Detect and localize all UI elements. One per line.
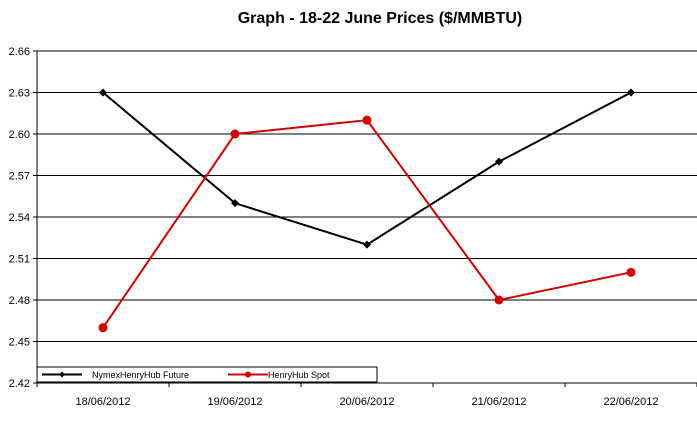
- series-1-line: [102, 91, 632, 246]
- series-1-point-1: [231, 199, 239, 208]
- xtick-label-20/06/2012: 20/06/2012: [339, 396, 394, 408]
- legend: NymexHenryHub Future HenryHub Spot: [36, 366, 378, 383]
- legend-swatch-marker-2: [245, 371, 251, 378]
- series-1-point-3: [495, 157, 503, 166]
- legend-swatch-marker-1: [59, 371, 65, 378]
- legend-item-1: NymexHenryHub Future: [42, 370, 189, 380]
- legend-box: [36, 366, 378, 383]
- chart-title: Graph - 18-22 June Prices ($/MMBTU): [238, 10, 523, 27]
- series-2-point-4: [626, 267, 636, 277]
- ytick-label-2.45: 2.45: [9, 337, 30, 349]
- ytick-label-2.42: 2.42: [9, 378, 30, 390]
- series-1: [99, 88, 635, 249]
- series-lines: [98, 88, 636, 333]
- series-2-point-2: [362, 115, 372, 125]
- series-2-line: [102, 119, 632, 329]
- xtick-label-21/06/2012: 21/06/2012: [471, 396, 526, 408]
- xtick-label-19/06/2012: 19/06/2012: [207, 396, 262, 408]
- series-2-point-3: [494, 295, 504, 305]
- series-2: [98, 115, 636, 333]
- ytick-label-2.57: 2.57: [9, 171, 30, 183]
- legend-label-2: HenryHub Spot: [268, 370, 330, 380]
- grid-lines: [37, 50, 697, 342]
- ytick-label-2.63: 2.63: [9, 88, 30, 100]
- series-1-point-4: [627, 88, 635, 97]
- series-1-point-2: [363, 240, 371, 249]
- x-axis-ticks: 18/06/2012 19/06/2012 20/06/2012 21/06/2012…: [36, 383, 697, 408]
- legend-item-2: HenryHub Spot: [228, 370, 330, 380]
- y-axis-ticks: 2.42 2.45 2.48 2.51 2.54 2.57 2.60 2.63 2.66: [9, 46, 37, 390]
- ytick-label-2.48: 2.48: [9, 295, 30, 307]
- xtick-label-18/06/2012: 18/06/2012: [75, 396, 130, 408]
- ytick-label-2.51: 2.51: [9, 254, 30, 266]
- ytick-label-2.60: 2.60: [9, 129, 30, 141]
- ytick-label-2.54: 2.54: [9, 212, 30, 224]
- ytick-label-2.66: 2.66: [9, 46, 30, 58]
- xtick-label-22/06/2012: 22/06/2012: [603, 396, 658, 408]
- series-2-point-1: [230, 129, 240, 139]
- series-1-point-0: [99, 88, 107, 97]
- legend-label-1: NymexHenryHub Future: [92, 370, 189, 380]
- series-2-point-0: [98, 323, 108, 333]
